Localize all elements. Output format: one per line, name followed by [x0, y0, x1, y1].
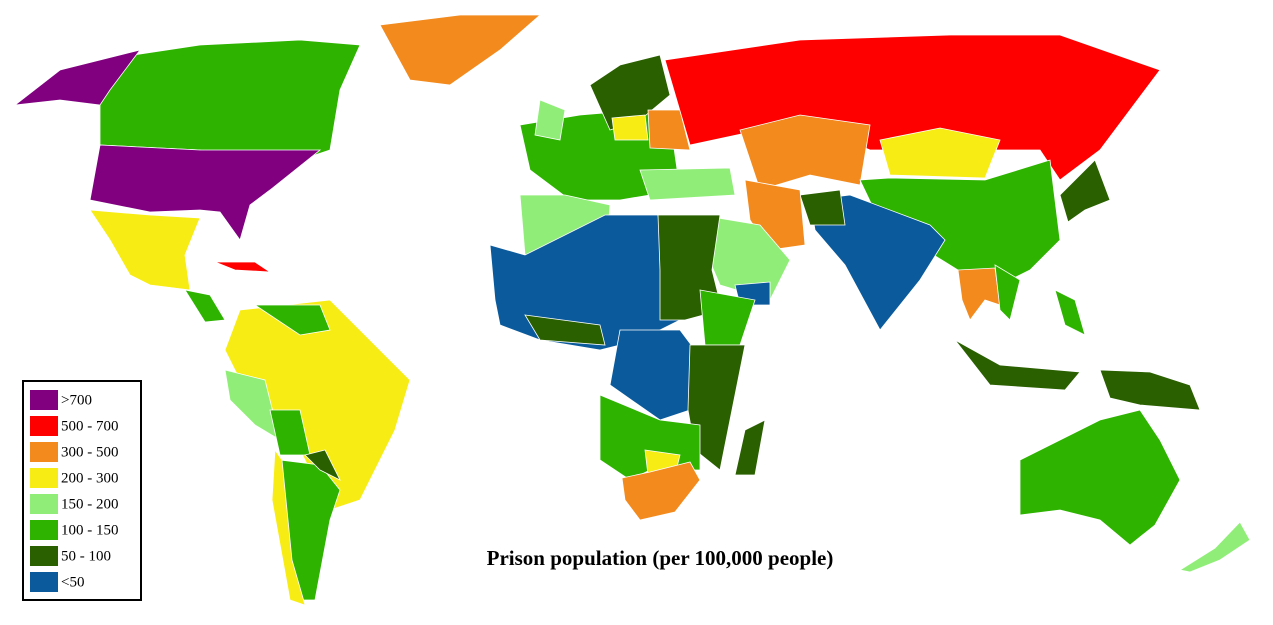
india [809, 194, 946, 331]
south-africa [621, 461, 701, 521]
ethiopia [699, 289, 756, 346]
legend-label: 500 - 700 [61, 418, 119, 434]
peru [224, 369, 281, 441]
legend-label: <50 [61, 574, 84, 590]
usa [89, 144, 322, 241]
new-zealand [1178, 521, 1251, 573]
philippines [1054, 289, 1086, 336]
indonesia [954, 339, 1081, 391]
legend: >700 500 - 700 300 - 500 200 - 300 150 - 200… [30, 390, 119, 592]
legend-swatch [30, 390, 58, 410]
cuba [214, 261, 272, 273]
chile [271, 448, 326, 613]
afghanistan [799, 189, 846, 226]
new-guinea [1099, 369, 1201, 411]
legend-swatch [30, 494, 58, 514]
legend-label: >700 [61, 392, 92, 408]
mongolia [879, 127, 1001, 179]
coastal-west-africa [524, 314, 606, 346]
legend-box [22, 380, 142, 601]
alaska [13, 49, 141, 106]
thailand [957, 267, 1001, 321]
map-title: Prison population (per 100,000 people) [487, 546, 834, 570]
central-america [184, 289, 226, 323]
guianas [253, 304, 331, 336]
legend-swatch [30, 416, 58, 436]
legend-swatch [30, 572, 58, 592]
madagascar [734, 419, 766, 476]
map-regions [13, 14, 1251, 613]
east-africa [687, 344, 746, 471]
paraguay [304, 449, 341, 481]
vietnam [994, 264, 1021, 321]
poland [611, 114, 649, 141]
legend-swatch [30, 468, 58, 488]
legend-swatch [30, 546, 58, 566]
kazakhstan [739, 114, 871, 191]
greenland [379, 14, 542, 86]
legend-swatch [30, 520, 58, 540]
australia [1019, 409, 1181, 546]
mexico [89, 209, 201, 291]
legend-label: 100 - 150 [61, 522, 119, 538]
legend-label: 50 - 100 [61, 548, 111, 564]
japan [1059, 159, 1111, 223]
legend-label: 150 - 200 [61, 496, 119, 512]
turkey [639, 167, 736, 201]
uk [534, 99, 566, 141]
belarus [647, 109, 691, 151]
legend-label: 300 - 500 [61, 444, 119, 460]
legend-label: 200 - 300 [61, 470, 119, 486]
legend-swatch [30, 442, 58, 462]
